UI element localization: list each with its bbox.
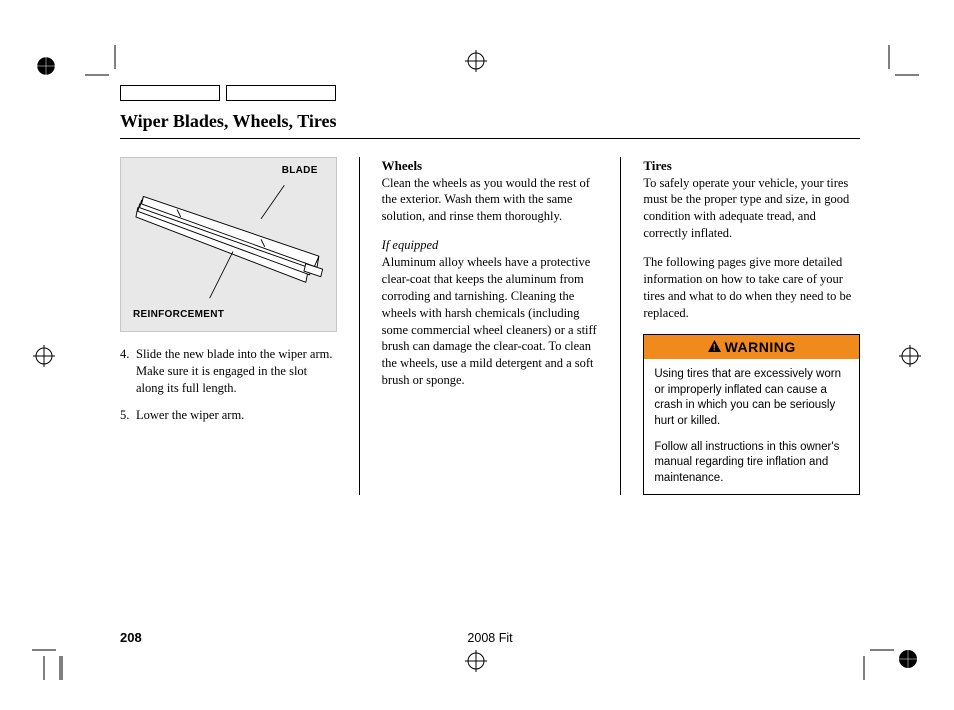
- step-4: 4. Slide the new blade into the wiper ar…: [120, 346, 337, 397]
- crop-mark-tl: [85, 45, 125, 85]
- registration-mark-ml: [33, 345, 55, 367]
- warning-body-p2: Follow all instructions in this owner's …: [654, 440, 849, 487]
- header-tab-boxes: [120, 85, 860, 101]
- wheels-p1: Clean the wheels as you would the rest o…: [382, 175, 599, 226]
- crop-mark-tr2: [879, 45, 919, 85]
- registration-mark-tc: [465, 50, 487, 72]
- figure-label-reinforcement: REINFORCEMENT: [133, 308, 224, 322]
- warning-box: ! WARNING Using tires that are excessive…: [643, 334, 860, 496]
- step-num: 4.: [120, 346, 136, 397]
- content-columns: BLADE REINFORCEMENT 4. Slide the new bla…: [120, 157, 860, 495]
- footer-model: 2008 Fit: [467, 631, 512, 645]
- column-3: Tires To safely operate your vehicle, yo…: [620, 157, 860, 495]
- step-5: 5. Lower the wiper arm.: [120, 407, 337, 424]
- warning-header: ! WARNING: [644, 335, 859, 360]
- wheels-p2: Aluminum alloy wheels have a protective …: [382, 254, 599, 389]
- warning-head-text: WARNING: [725, 338, 796, 357]
- warning-body-p1: Using tires that are excessively worn or…: [654, 367, 849, 429]
- page-title: Wiper Blades, Wheels, Tires: [120, 107, 860, 138]
- tab-box-1: [120, 85, 220, 101]
- wiper-blade-figure: BLADE REINFORCEMENT: [120, 157, 337, 332]
- registration-mark-br: [897, 648, 919, 670]
- column-1: BLADE REINFORCEMENT 4. Slide the new bla…: [120, 157, 337, 495]
- warning-triangle-icon: !: [708, 338, 721, 357]
- svg-text:!: !: [712, 342, 716, 352]
- figure-label-blade: BLADE: [282, 164, 318, 178]
- crop-mark-br: [854, 640, 894, 680]
- step-num: 5.: [120, 407, 136, 424]
- if-equipped-label: If equipped: [382, 237, 599, 254]
- wheels-heading: Wheels: [382, 157, 599, 175]
- step-text: Slide the new blade into the wiper arm. …: [136, 346, 337, 397]
- registration-mark-mr: [899, 345, 921, 367]
- tires-heading: Tires: [643, 157, 860, 175]
- page-content: Wiper Blades, Wheels, Tires: [120, 85, 860, 605]
- column-2: Wheels Clean the wheels as you would the…: [359, 157, 599, 495]
- tab-box-2: [226, 85, 336, 101]
- registration-mark-bc: [465, 650, 487, 672]
- registration-mark-tl: [35, 55, 57, 77]
- title-rule: [120, 138, 860, 139]
- tires-p2: The following pages give more detailed i…: [643, 254, 860, 322]
- page-number: 208: [120, 630, 142, 645]
- step-text: Lower the wiper arm.: [136, 407, 244, 424]
- crop-mark-bl2: [32, 640, 72, 680]
- warning-body: Using tires that are excessively worn or…: [644, 359, 859, 494]
- tires-p1: To safely operate your vehicle, your tir…: [643, 175, 860, 243]
